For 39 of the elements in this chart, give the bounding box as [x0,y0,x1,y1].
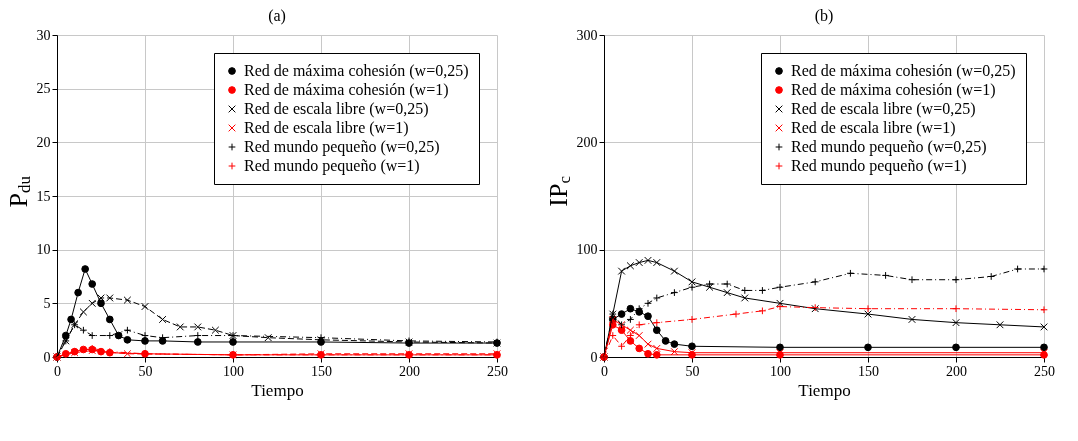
chart-title: (a) [268,7,287,25]
x-tick-label: 0 [54,363,62,379]
y-tick-label: 0 [590,349,598,365]
legend-label: Red mundo pequeño (w=1) [244,157,420,175]
y-tick-label: 20 [36,134,51,150]
legend-label: Red de máxima cohesión (w=0,25) [244,62,469,80]
legend-label: Red mundo pequeño (w=0,25) [791,138,987,156]
chart-title: (b) [814,7,834,25]
y-tick-label: 0 [43,349,51,365]
y-tick-label: 100 [576,242,598,258]
legend-label: Red de escala libre (w=1) [791,119,956,137]
x-axis-title: Tiempo [798,380,851,400]
y-tick-label: 200 [576,134,598,150]
x-tick-label: 0 [601,363,609,379]
x-tick-label: 50 [138,363,153,379]
x-tick-label: 100 [223,363,245,379]
legend-label: Red de máxima cohesión (w=1) [244,81,449,99]
legend-label: Red de máxima cohesión (w=0,25) [791,62,1016,80]
x-axis-title: Tiempo [251,380,304,400]
legend-label: Red de máxima cohesión (w=1) [791,81,996,99]
y-tick-label: 300 [576,27,598,43]
x-tick-label: 200 [399,363,421,379]
x-tick-label: 100 [770,363,792,379]
y-tick-label: 25 [36,81,51,97]
x-tick-label: 150 [311,363,333,379]
y-tick-label: 10 [36,242,51,258]
legend-label: Red mundo pequeño (w=1) [791,157,967,175]
x-tick-label: 250 [1034,363,1056,379]
legend-label: Red mundo pequeño (w=0,25) [244,138,440,156]
legend-label: Red de escala libre (w=1) [244,119,409,137]
x-tick-label: 200 [946,363,968,379]
x-tick-label: 50 [685,363,700,379]
x-tick-label: 250 [487,363,509,379]
legend-label: Red de escala libre (w=0,25) [244,100,429,118]
y-tick-label: 30 [36,27,51,43]
legend-label: Red de escala libre (w=0,25) [791,100,976,118]
x-tick-label: 150 [858,363,880,379]
y-tick-label: 15 [36,188,51,204]
y-tick-label: 5 [43,295,51,311]
